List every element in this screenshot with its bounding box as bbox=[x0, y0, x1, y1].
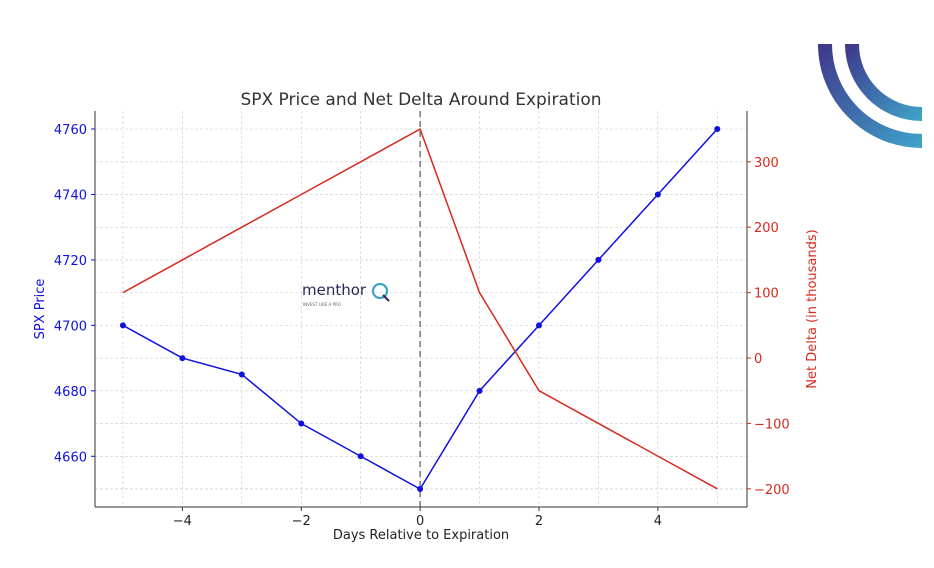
spx-price-point bbox=[238, 371, 245, 378]
spx-price-point bbox=[179, 355, 186, 362]
spx-price-point bbox=[654, 191, 661, 198]
x-tick-label: 4 bbox=[654, 514, 662, 529]
series bbox=[119, 126, 721, 492]
spx-price-point bbox=[417, 486, 424, 492]
right-axis-label: Net Delta (in thousands) bbox=[805, 229, 820, 388]
spx-price-point bbox=[714, 126, 721, 132]
right-tick-label: −100 bbox=[754, 417, 790, 432]
spx-price-point bbox=[595, 256, 602, 263]
right-tick-label: 300 bbox=[754, 156, 779, 171]
x-tick-label: 0 bbox=[416, 514, 424, 529]
left-tick-label: 4740 bbox=[54, 188, 87, 203]
x-tick-label: −2 bbox=[292, 514, 311, 529]
spx-price-point bbox=[476, 387, 483, 394]
right-tick-label: 200 bbox=[754, 221, 779, 236]
left-tick-label: 4680 bbox=[54, 385, 87, 400]
right-tick-label: 0 bbox=[754, 352, 762, 367]
x-tick-label: −4 bbox=[173, 514, 192, 529]
brand-arcs-logo bbox=[818, 43, 923, 148]
grid bbox=[95, 111, 747, 507]
watermark-q-tail bbox=[382, 294, 390, 302]
spx-price-point bbox=[298, 420, 305, 427]
axes bbox=[94, 111, 748, 508]
chart-title: SPX Price and Net Delta Around Expiratio… bbox=[240, 90, 601, 110]
spx-price-point bbox=[119, 322, 126, 329]
left-tick-label: 4700 bbox=[54, 319, 87, 334]
left-axis-label: SPX Price bbox=[33, 279, 48, 340]
left-tick-label: 4720 bbox=[54, 254, 87, 269]
left-tick-label: 4760 bbox=[54, 123, 87, 138]
watermark-q-icon bbox=[371, 282, 389, 300]
left-tick-label: 4660 bbox=[54, 450, 87, 465]
spx-price-point bbox=[535, 322, 542, 329]
x-tick-label: 2 bbox=[535, 514, 543, 529]
net-delta-line bbox=[122, 128, 718, 490]
right-tick-label: 100 bbox=[754, 287, 779, 302]
spx-price-point bbox=[357, 453, 364, 460]
x-axis-label: Days Relative to Expiration bbox=[333, 528, 509, 543]
ticks: −4 −2 0 2 4 4660 4680 4700 4720 4740 4760 −200 −100 0… bbox=[54, 123, 790, 529]
watermark-brand: menthor bbox=[302, 281, 367, 299]
watermark-tagline: INVEST LIKE A PRO bbox=[303, 302, 341, 307]
menthor-watermark-logo: menthor INVEST LIKE A PRO bbox=[302, 281, 390, 307]
right-tick-label: −200 bbox=[754, 483, 790, 498]
